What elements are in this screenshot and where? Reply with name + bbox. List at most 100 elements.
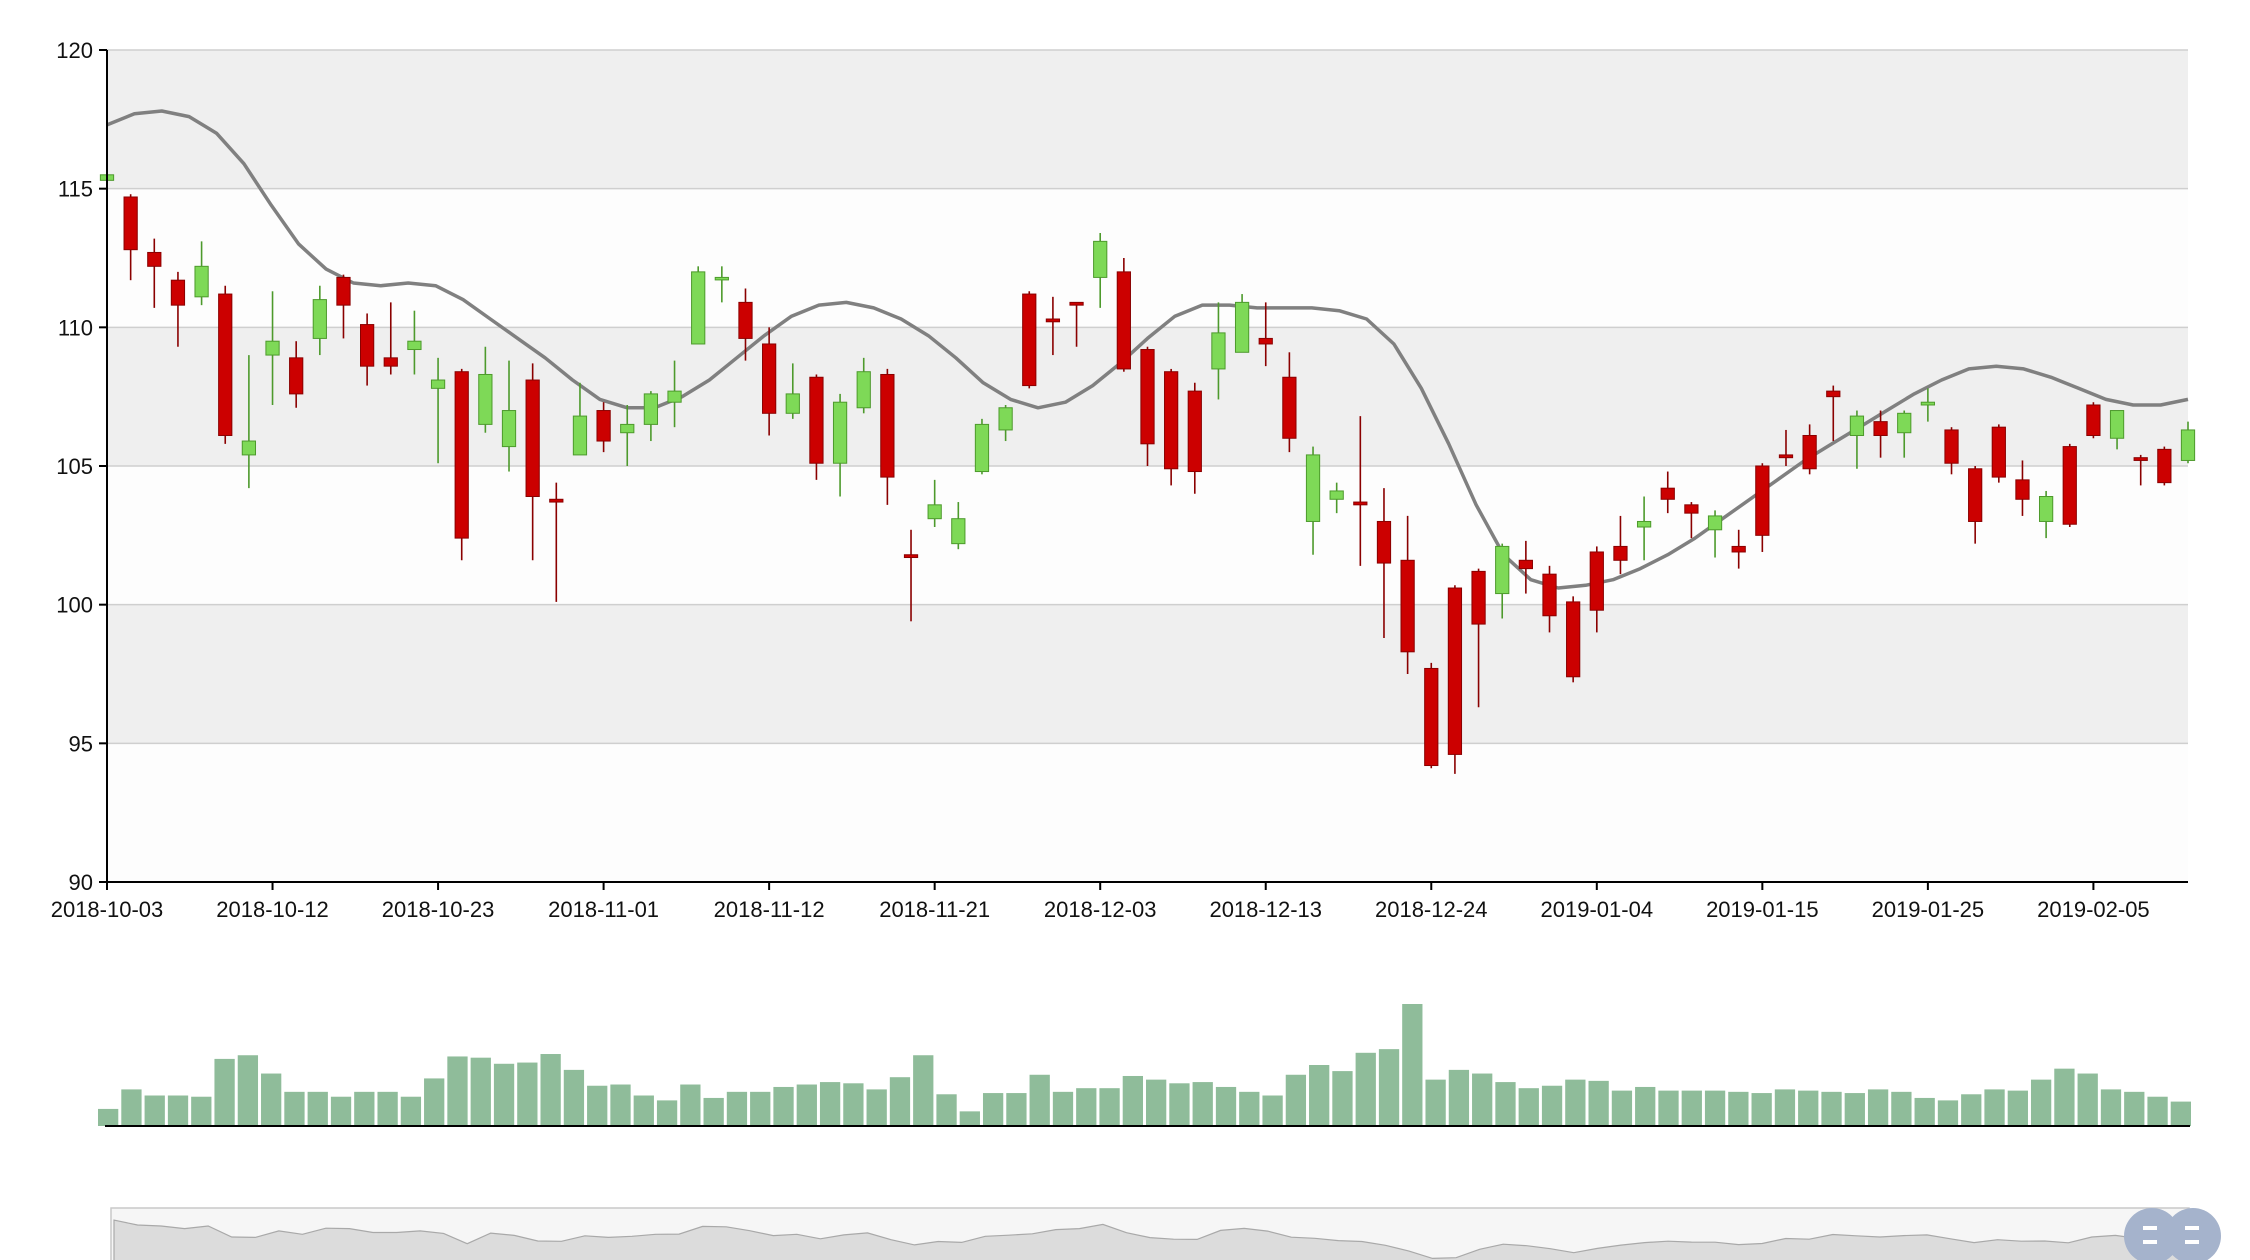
x-tick-label: 2018-11-01 xyxy=(548,897,659,922)
candle xyxy=(1400,515,1415,674)
candle xyxy=(1731,529,1746,569)
candle-body xyxy=(1495,545,1510,595)
x-tick-label: 2018-12-24 xyxy=(1375,897,1488,922)
volume-bar xyxy=(330,1096,352,1126)
volume-bar xyxy=(1984,1089,2005,1126)
volume-bar xyxy=(587,1085,608,1126)
candle-body xyxy=(927,504,942,520)
candle-body xyxy=(1873,421,1888,436)
candle-body xyxy=(1400,559,1415,653)
volume-bar xyxy=(1378,1049,1400,1126)
candle-body xyxy=(123,196,138,251)
candle-body xyxy=(903,554,919,559)
volume-bar xyxy=(2170,1101,2191,1126)
candle-body xyxy=(1613,545,1628,561)
candle xyxy=(1164,368,1179,486)
candle xyxy=(1376,488,1392,638)
candle-body xyxy=(383,357,398,367)
candle-body xyxy=(1849,415,1865,436)
candle xyxy=(2015,460,2030,516)
candle-body xyxy=(218,293,233,436)
volume-bar xyxy=(889,1077,911,1126)
candle xyxy=(620,404,635,466)
candle xyxy=(147,238,162,308)
candle-body xyxy=(1116,271,1131,370)
candle-body xyxy=(1211,332,1226,370)
candle xyxy=(1282,352,1297,453)
volume-bar xyxy=(447,1056,468,1126)
candle xyxy=(1353,416,1368,566)
candle xyxy=(856,357,871,414)
candle xyxy=(1211,302,1226,400)
candle-body xyxy=(1731,545,1746,553)
range-navigator[interactable] xyxy=(110,1207,2221,1260)
candle-body xyxy=(478,373,493,425)
volume-bar xyxy=(1704,1090,1726,1126)
volume-bar xyxy=(1309,1065,1330,1126)
candle xyxy=(1802,424,1817,475)
candle-body xyxy=(1376,520,1392,564)
candle-body xyxy=(809,376,824,464)
volume-bar xyxy=(1658,1090,1679,1126)
candle-body xyxy=(951,518,966,545)
grid-band xyxy=(107,604,2188,744)
candle xyxy=(1589,546,1604,633)
candle xyxy=(785,363,800,419)
candle-body xyxy=(312,299,327,339)
volume-bar xyxy=(261,1073,282,1126)
candle-body xyxy=(572,415,588,456)
candle-body xyxy=(549,498,564,503)
candle-body xyxy=(1944,429,1959,464)
candle xyxy=(1069,301,1084,347)
volume-bar xyxy=(1239,1091,1260,1126)
volume-bar xyxy=(121,1089,142,1126)
candle xyxy=(880,368,895,505)
volume-bar xyxy=(1541,1085,1563,1126)
moving-average-line xyxy=(106,109,2189,590)
candle xyxy=(667,360,682,428)
volume-bar xyxy=(633,1095,654,1126)
candle xyxy=(1660,471,1675,514)
volume-bar xyxy=(1891,1091,1912,1126)
candle xyxy=(903,529,919,622)
y-tick-label: 105 xyxy=(56,454,93,479)
candle xyxy=(1707,510,1723,558)
candle-body xyxy=(265,340,280,356)
candle-body xyxy=(1045,318,1061,323)
volume-bar xyxy=(1914,1097,1935,1126)
candle-body xyxy=(1968,468,1983,522)
volume-bar xyxy=(1052,1091,1074,1126)
volume-bar xyxy=(2077,1073,2098,1126)
candle xyxy=(1849,410,1865,469)
volume-bar xyxy=(1937,1100,1959,1126)
candle-body xyxy=(430,379,446,389)
candle-body xyxy=(1093,240,1108,278)
candle-body xyxy=(714,276,729,281)
candle-body xyxy=(620,423,635,434)
navigator-right-handle[interactable] xyxy=(2165,1208,2221,1260)
candle xyxy=(454,368,469,561)
candle xyxy=(762,327,777,436)
y-tick-label: 95 xyxy=(69,731,93,756)
volume-bar xyxy=(1611,1090,1633,1126)
candle-body xyxy=(1069,301,1084,306)
candle xyxy=(1566,596,1581,683)
candle xyxy=(1329,482,1344,514)
navigator-left-handle[interactable] xyxy=(2124,1208,2180,1260)
x-tick-label: 2018-12-03 xyxy=(1044,897,1157,922)
volume-bar xyxy=(237,1055,259,1126)
volume-bar xyxy=(1262,1095,1283,1126)
candle xyxy=(407,310,422,375)
candle xyxy=(2062,443,2077,528)
candle-body xyxy=(1234,301,1250,353)
candle-body xyxy=(596,410,611,442)
candle-body xyxy=(2180,429,2196,461)
x-axis-ticks: 2018-10-03 2018-10-12 2018-10-23 2018-11-01… xyxy=(51,882,2150,922)
candle-body xyxy=(1566,601,1581,678)
volume-bar xyxy=(1402,1004,1423,1126)
grid-band xyxy=(107,50,2188,189)
candle xyxy=(1684,502,1699,539)
candle xyxy=(951,502,966,550)
candle-body xyxy=(336,276,351,306)
candle xyxy=(501,360,517,472)
